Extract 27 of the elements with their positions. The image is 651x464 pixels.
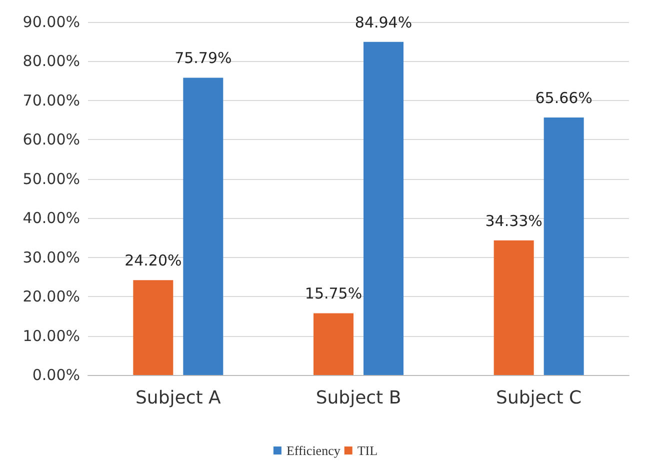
bar xyxy=(494,240,534,375)
y-tick-label: 60.00% xyxy=(22,130,80,149)
bar xyxy=(544,117,584,375)
bar xyxy=(364,42,404,375)
y-tick-label: 0.00% xyxy=(32,366,80,384)
data-label: 24.20% xyxy=(124,252,182,270)
x-tick-label: Subject B xyxy=(316,388,402,408)
data-label: 84.94% xyxy=(354,13,412,32)
y-tick-label: 70.00% xyxy=(22,91,80,110)
data-label: 15.75% xyxy=(304,284,362,303)
y-tick-label: 20.00% xyxy=(22,288,80,306)
y-tick-label: 10.00% xyxy=(22,326,80,345)
y-tick-label: 90.00% xyxy=(22,13,80,31)
data-label: 65.66% xyxy=(535,88,592,107)
bar xyxy=(133,280,174,375)
legend-label: TIL xyxy=(357,443,378,458)
x-tick-label: Subject C xyxy=(496,388,582,408)
y-tick-label: 80.00% xyxy=(22,52,80,70)
x-tick-label: Subject A xyxy=(136,388,222,408)
bar xyxy=(314,313,354,375)
legend-label: Efficiency xyxy=(286,443,341,458)
data-label: 75.79% xyxy=(174,49,232,68)
y-tick-label: 40.00% xyxy=(22,209,80,228)
y-tick-label: 50.00% xyxy=(22,170,80,188)
data-label: 34.33% xyxy=(485,212,542,230)
bar xyxy=(183,78,224,375)
y-tick-label: 30.00% xyxy=(22,248,80,266)
